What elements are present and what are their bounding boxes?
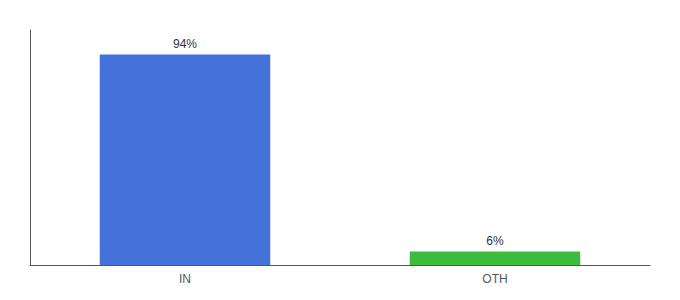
svg-text:IN: IN	[179, 272, 191, 286]
svg-text:6%: 6%	[486, 234, 504, 248]
svg-text:OTH: OTH	[482, 272, 507, 286]
svg-text:94%: 94%	[173, 37, 197, 51]
